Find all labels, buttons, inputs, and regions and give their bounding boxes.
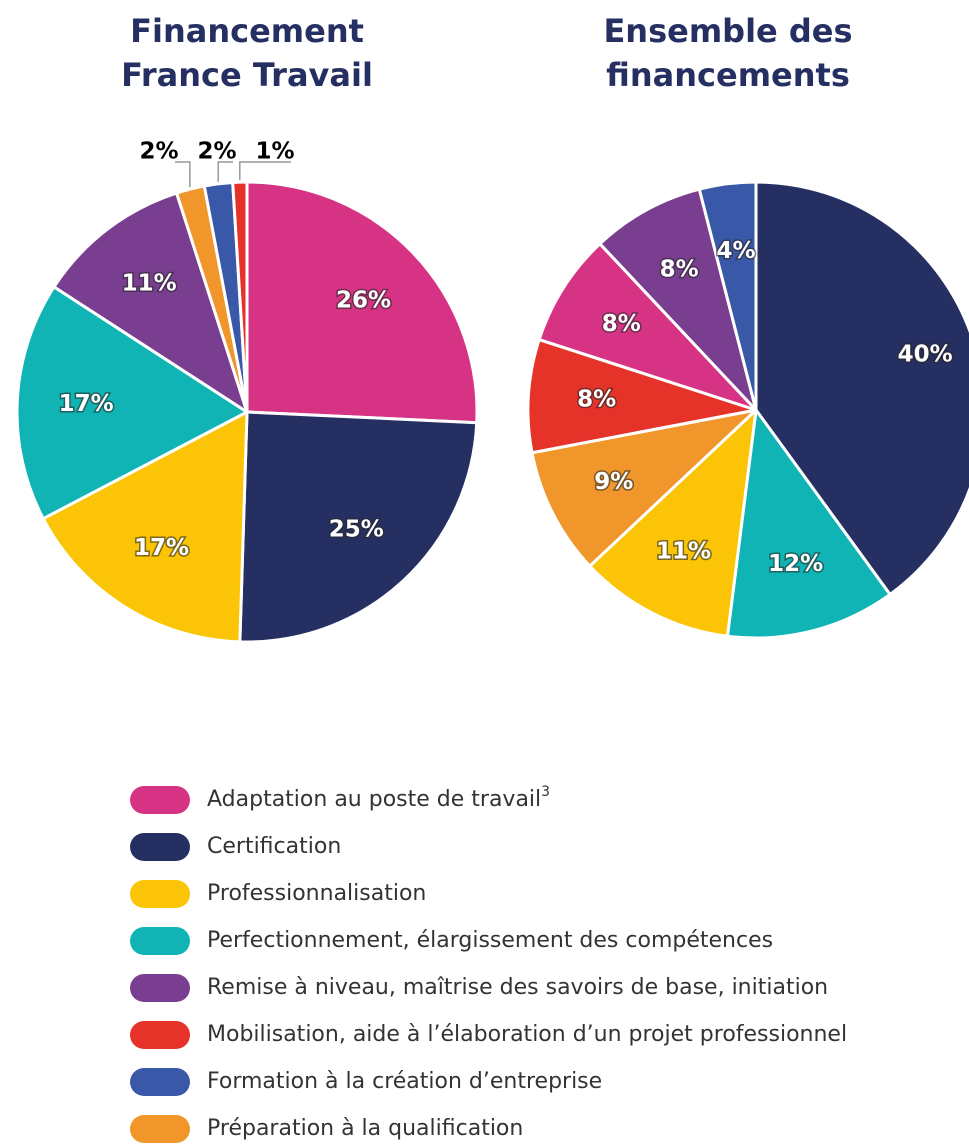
- data-label: 11%: [656, 539, 711, 565]
- data-label: 4%: [716, 238, 755, 264]
- legend-swatch: [130, 833, 190, 861]
- legend-label: Certification: [207, 834, 341, 859]
- legend-swatch: [130, 786, 190, 814]
- chart-title: France Travail: [121, 56, 373, 94]
- leader-line: [217, 161, 233, 182]
- pie-slice: [526, 338, 758, 455]
- legend-text: Professionnalisation: [207, 881, 426, 906]
- legend-text: Formation à la création d’entreprise: [207, 1069, 602, 1094]
- pie-slice: [598, 187, 758, 412]
- leader-line: [239, 161, 291, 181]
- legend-swatch: [130, 880, 190, 908]
- pie-slice: [245, 180, 479, 425]
- data-label: 26%: [336, 287, 391, 313]
- footnote-marker: 3: [541, 784, 550, 800]
- data-label: 17%: [59, 391, 114, 417]
- data-label: 1%: [255, 139, 294, 165]
- data-label: 12%: [768, 551, 823, 577]
- pie-slice: [754, 180, 969, 596]
- pie-slice: [41, 410, 249, 644]
- chart-title: financements: [606, 56, 850, 94]
- pie-slice: [697, 180, 758, 412]
- data-label: 8%: [577, 386, 616, 412]
- legend-swatch: [130, 1068, 190, 1096]
- legend-label: Préparation à la qualification: [207, 1116, 523, 1141]
- data-label: 2%: [139, 139, 178, 165]
- legend-text: Adaptation au poste de travail: [207, 787, 541, 812]
- pie-slice: [537, 242, 758, 412]
- legend-label: Formation à la création d’entreprise: [207, 1069, 602, 1094]
- data-label: 8%: [660, 257, 699, 283]
- legend-swatch: [130, 927, 190, 955]
- leader-line: [175, 161, 191, 188]
- chart-title: Ensemble des: [603, 12, 852, 50]
- legend-label: Mobilisation, aide à l’élaboration d’un …: [207, 1022, 847, 1047]
- legend-label: Professionnalisation: [207, 881, 426, 906]
- legend-text: Perfectionnement, élargissement des comp…: [207, 928, 773, 953]
- pie-slice: [238, 410, 479, 644]
- pie-slice: [52, 191, 249, 414]
- legend-swatch: [130, 1115, 190, 1143]
- data-label: 2%: [197, 139, 236, 165]
- data-label: 9%: [594, 469, 633, 495]
- pie-slice: [15, 285, 249, 521]
- legend-label: Perfectionnement, élargissement des comp…: [207, 928, 773, 953]
- legend-text: Remise à niveau, maîtrise des savoirs de…: [207, 975, 828, 1000]
- legend-text: Préparation à la qualification: [207, 1116, 523, 1141]
- data-label: 17%: [134, 535, 189, 561]
- data-label: 25%: [329, 517, 384, 543]
- data-label: 40%: [898, 342, 953, 368]
- pie-slice: [530, 408, 758, 568]
- legend-text: Mobilisation, aide à l’élaboration d’un …: [207, 1022, 847, 1047]
- data-label: 8%: [602, 311, 641, 337]
- legend-swatch: [130, 974, 190, 1002]
- pie-slice: [725, 408, 892, 640]
- data-label: 11%: [122, 271, 177, 297]
- legend-label: Adaptation au poste de travail3: [207, 784, 550, 812]
- chart-title: Financement: [130, 12, 364, 50]
- pie-slice: [231, 180, 249, 414]
- pie-slice: [588, 408, 758, 638]
- legend-swatch: [130, 1021, 190, 1049]
- legend-label: Remise à niveau, maîtrise des savoirs de…: [207, 975, 828, 1000]
- legend-text: Certification: [207, 834, 341, 859]
